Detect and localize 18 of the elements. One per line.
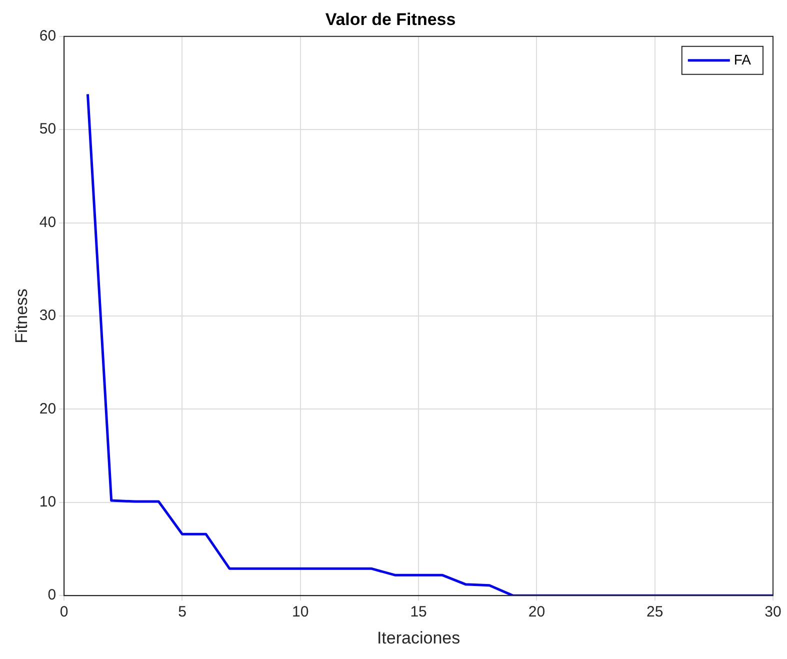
x-tick-label: 5 xyxy=(178,604,186,621)
x-tick-label: 30 xyxy=(764,604,782,621)
y-axis-title: Fitness xyxy=(12,288,31,344)
y-tick-label: 40 xyxy=(39,214,56,231)
x-tick-label: 15 xyxy=(410,604,427,621)
y-tick-label: 50 xyxy=(39,120,56,138)
x-axis-title: Iteraciones xyxy=(376,628,460,648)
chart-title: Valor de Fitness xyxy=(325,10,456,29)
y-tick-label: 20 xyxy=(39,400,56,418)
legend-label: FA xyxy=(734,51,752,68)
y-tick-label: 60 xyxy=(39,28,56,45)
x-tick-label: 10 xyxy=(292,604,309,621)
y-tick-label: 10 xyxy=(39,494,56,511)
x-tick-label: 25 xyxy=(646,604,664,621)
x-tick-label: 20 xyxy=(528,604,546,621)
y-tick-label: 30 xyxy=(39,307,56,324)
x-tick-label: 0 xyxy=(60,604,68,621)
y-tick-label: 0 xyxy=(48,586,56,604)
